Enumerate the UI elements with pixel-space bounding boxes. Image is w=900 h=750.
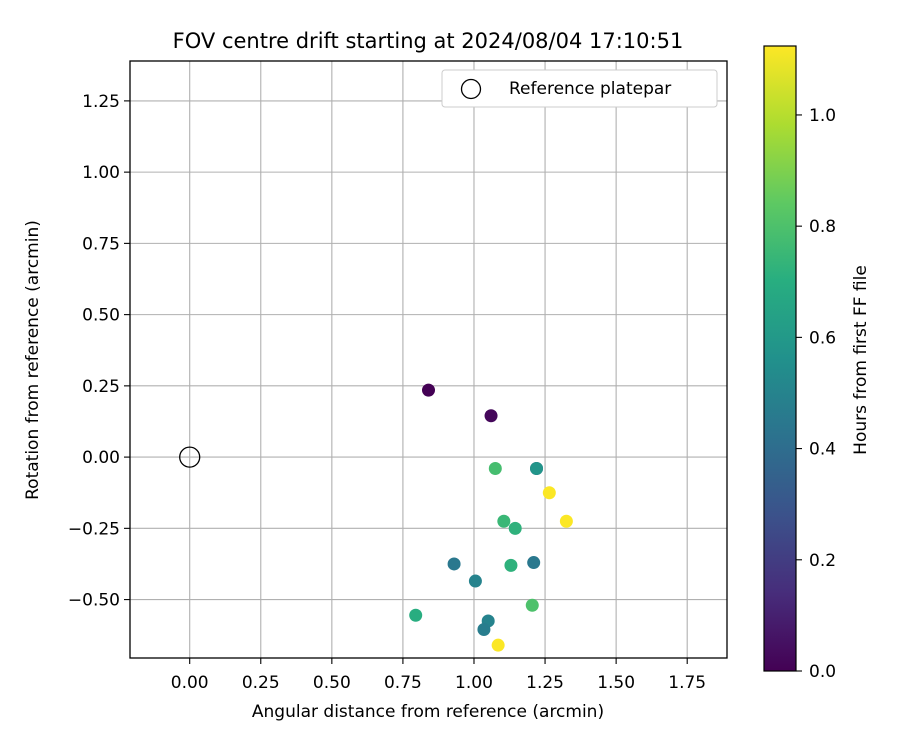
data-point (542, 486, 556, 500)
y-tick-label: 0.50 (82, 306, 120, 326)
x-tick-label: 0.25 (242, 673, 280, 693)
y-tick-label: 0.00 (82, 448, 120, 468)
data-point (525, 598, 539, 612)
y-tick-label: 1.00 (82, 163, 120, 183)
x-tick-label: 0.00 (171, 673, 209, 693)
legend-box (441, 69, 718, 108)
x-tick-label: 1.25 (526, 673, 564, 693)
data-point (527, 556, 541, 570)
data-point (468, 574, 482, 588)
data-point (504, 558, 518, 572)
chart-title: FOV centre drift starting at 2024/08/04 … (173, 29, 684, 53)
colorbar-tick-label: 0.2 (809, 551, 836, 571)
x-tick-label: 1.50 (597, 673, 635, 693)
colorbar-tick-label: 0.8 (809, 217, 836, 237)
colorbar-tick-label: 0.6 (809, 328, 836, 348)
data-point (497, 514, 511, 528)
colorbar-tick-label: 0.0 (809, 662, 836, 682)
colorbar: 0.0 0.2 0.4 0.6 0.8 1.0 Hours from first FF f… (763, 45, 871, 682)
data-point (491, 638, 505, 652)
y-tick-label: 1.25 (82, 92, 120, 112)
colorbar-gradient (763, 45, 797, 672)
data-point (530, 461, 544, 475)
x-axis-ticks: 0.00 0.25 0.50 0.75 1.00 1.25 1.50 1.75 (171, 658, 706, 693)
x-tick-label: 0.50 (313, 673, 351, 693)
y-tick-label: −0.50 (68, 591, 120, 611)
grid (130, 61, 727, 658)
data-point (422, 383, 435, 397)
data-point (559, 514, 573, 528)
legend-label-reference: Reference platepar (509, 79, 671, 99)
legend-marker-reference (460, 78, 482, 100)
reference-marker (179, 446, 201, 468)
data-point (477, 623, 491, 637)
data-point (484, 409, 498, 423)
x-tick-label: 0.75 (384, 673, 422, 693)
y-axis-ticks: −0.50 −0.25 0.00 0.25 0.50 0.75 1.00 1.25 (68, 92, 130, 611)
data-point (488, 461, 502, 475)
legend: Reference platepar (441, 69, 718, 108)
plot-area-frame (129, 60, 728, 659)
data-points (179, 383, 573, 652)
colorbar-ticks: 0.0 0.2 0.4 0.6 0.8 1.0 (796, 106, 836, 682)
x-axis-title: Angular distance from reference (arcmin) (252, 702, 604, 722)
data-point (508, 521, 522, 535)
colorbar-label: Hours from first FF file (851, 265, 871, 455)
x-tick-label: 1.00 (455, 673, 493, 693)
data-point (409, 608, 423, 622)
colorbar-tick-label: 0.4 (809, 440, 836, 460)
y-tick-label: −0.25 (68, 519, 120, 539)
y-axis-title: Rotation from reference (arcmin) (23, 220, 43, 500)
data-point (447, 557, 461, 571)
colorbar-tick-label: 1.0 (809, 106, 836, 126)
x-tick-label: 1.75 (668, 673, 706, 693)
y-tick-label: 0.75 (82, 234, 120, 254)
y-tick-label: 0.25 (82, 377, 120, 397)
